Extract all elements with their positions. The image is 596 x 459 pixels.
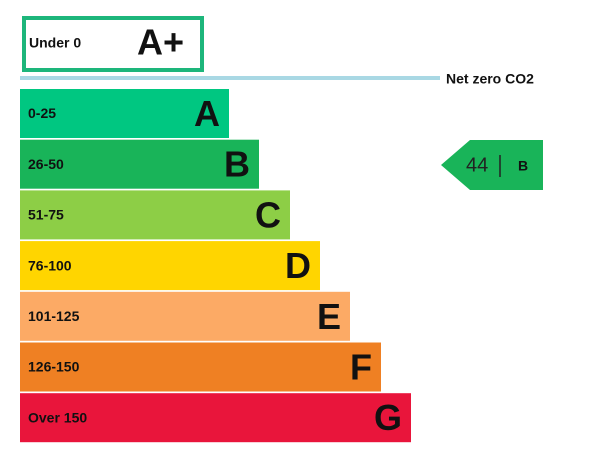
band-range: 101-125: [28, 308, 80, 324]
band: [20, 241, 320, 291]
band-range: 76-100: [28, 257, 72, 273]
band-letter: C: [255, 194, 281, 235]
band-letter: F: [350, 347, 372, 388]
current-letter: B: [518, 158, 528, 174]
top-label: Under 0: [29, 35, 81, 51]
band: [20, 393, 411, 443]
band-letter: E: [317, 296, 341, 337]
current-arrow: [441, 140, 543, 190]
net-zero-label: Net zero CO2: [446, 71, 534, 87]
band: [20, 291, 350, 341]
bands: 0-25 A 26-50 B 51-75 C 76-100 D 101-125 E 126-150 F…: [20, 89, 411, 443]
band: [20, 342, 381, 392]
band-letter: D: [285, 245, 311, 286]
band: [20, 139, 259, 189]
current-rating: 44 B: [441, 140, 543, 190]
top-box: [22, 16, 204, 72]
band-range: 51-75: [28, 207, 64, 223]
band: [20, 190, 290, 240]
band-range: 26-50: [28, 156, 64, 172]
top-letter: A+: [137, 22, 184, 63]
band-range: 0-25: [28, 105, 56, 121]
band-range: 126-150: [28, 359, 80, 375]
band-range: Over 150: [28, 409, 87, 425]
current-score: 44: [466, 154, 488, 176]
band-letter: B: [224, 144, 250, 185]
band: [20, 89, 229, 138]
band-letter: A: [194, 93, 220, 134]
band-letter: G: [374, 397, 402, 438]
